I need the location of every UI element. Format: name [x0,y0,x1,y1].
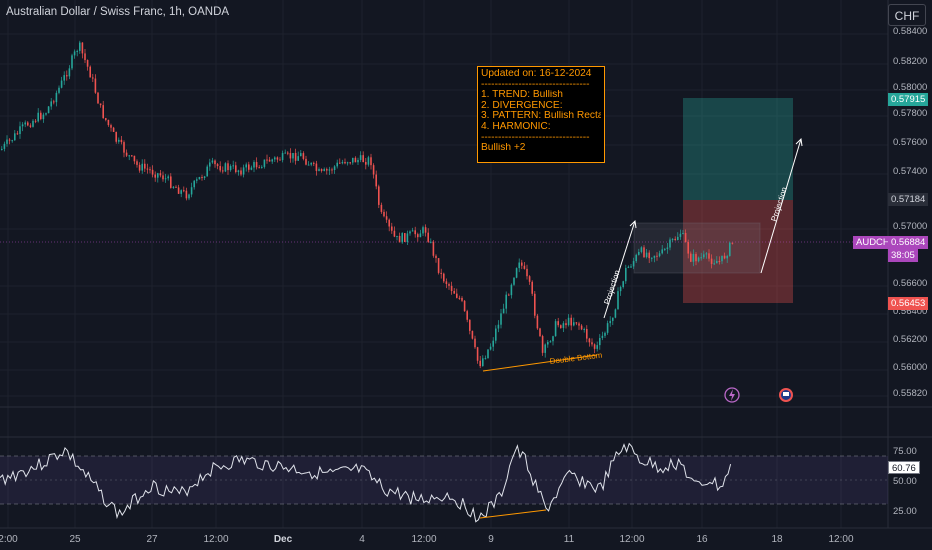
analysis-info-box[interactable]: Updated on: 16-12-2024 -----------------… [477,66,605,163]
rsi-label: 50.00 [893,476,917,487]
price-label: 0.57400 [893,166,928,177]
time-label: 27 [146,534,158,545]
currency-button[interactable]: CHF [888,4,926,26]
projection-label-1: Projection [602,269,622,306]
entry-price-tag: 0.57184 [888,193,929,206]
time-label: 2:00 [0,534,18,545]
price-candles[interactable] [1,40,734,369]
time-label: 25 [69,534,81,545]
info-verdict: Bullish +2 [481,143,526,154]
time-label: 9 [488,534,494,545]
rsi-divergence-line[interactable] [479,509,547,519]
info-pattern: 3. PATTERN: Bullish Rectangle [481,111,601,122]
double-bottom-line[interactable] [482,354,598,372]
info-divergence: 2. DIVERGENCE: [481,100,563,111]
take-profit-zone[interactable] [683,98,793,200]
info-trend: 1. TREND: Bullish [481,90,563,101]
price-label: 0.55820 [893,388,928,399]
symbol-tag: AUDCHF [853,236,899,249]
info-separator: -------------------------------- [481,79,590,90]
projection-arrow-1[interactable] [603,219,637,319]
info-updated: Updated on: 16-12-2024 [481,69,592,79]
time-label: 12:00 [619,534,645,545]
rsi-label: 75.00 [893,446,917,457]
price-label: 0.56200 [893,334,928,345]
price-label: 0.58200 [893,56,928,67]
rsi-value-tag: 60.76 [888,461,920,474]
info-harmonic: 4. HARMONIC: [481,121,551,132]
time-label: 12:00 [203,534,229,545]
price-label: 0.56400 [893,306,928,317]
projection-arrow-2[interactable] [760,137,803,274]
target-price-tag: 0.57915 [888,93,929,106]
price-label: 0.57000 [893,221,928,232]
rsi-line[interactable] [0,442,732,523]
stop-price-tag: 0.56453 [888,297,929,310]
price-label: 0.58000 [893,82,928,93]
time-label: 12:00 [828,534,854,545]
rsi-label: 25.00 [893,506,917,517]
time-label: 18 [771,534,783,545]
symbol-title: Australian Dollar / Swiss Franc, 1h, OAN… [6,6,230,18]
info-separator: -------------------------------- [481,132,590,143]
rsi-band [0,456,888,504]
price-label: 0.58400 [893,26,928,37]
time-label: 16 [696,534,708,545]
price-label: 0.57600 [893,137,928,148]
countdown-tag: 38:05 [888,249,918,262]
lightning-icon[interactable] [724,387,740,403]
flag-icon[interactable] [779,388,793,402]
time-label: 4 [359,534,365,545]
time-label: 11 [563,534,575,545]
double-bottom-label: Double Bottom [549,351,603,366]
time-label: Dec [273,534,293,545]
price-label: 0.57800 [893,108,928,119]
consolidation-rectangle[interactable] [633,222,761,274]
last-price-tag: 0.56884 [888,236,929,249]
time-label: 12:00 [411,534,437,545]
stop-loss-zone[interactable] [683,200,793,303]
price-label: 0.56000 [893,362,928,373]
price-label: 0.56600 [893,278,928,289]
